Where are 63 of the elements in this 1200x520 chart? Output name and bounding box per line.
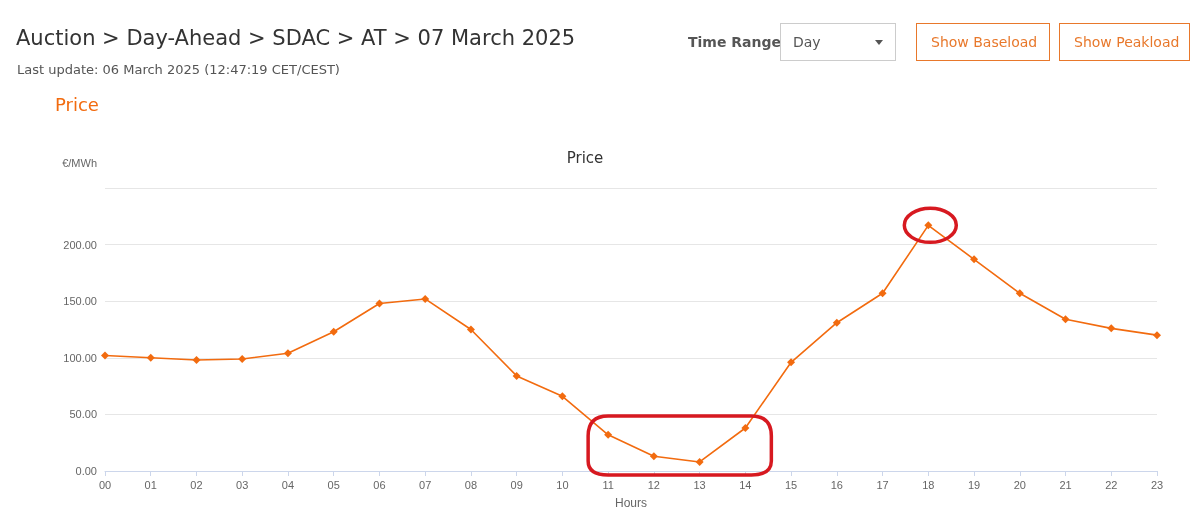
x-tick-label: 11 xyxy=(602,478,614,491)
y-axis-title: €/MWh xyxy=(62,156,97,169)
point xyxy=(970,255,979,264)
x-axis-title: Hours xyxy=(614,496,648,510)
x-tick-label: 20 xyxy=(1013,478,1026,491)
point xyxy=(101,351,109,360)
point xyxy=(649,452,658,461)
chart-subtitle: Last update: 06 March 2025 (12:47:19 CET/CEST) xyxy=(17,62,340,77)
point xyxy=(695,457,704,466)
point xyxy=(1153,331,1161,340)
text: Show Baseload xyxy=(916,23,1050,61)
point xyxy=(466,325,475,334)
x-tick-label: 03 xyxy=(236,478,249,491)
point xyxy=(604,430,613,439)
x-tick-label: 22 xyxy=(1105,478,1118,491)
x-tick-label: 17 xyxy=(876,478,889,491)
point xyxy=(741,423,750,432)
y-tick-label: 100.00 xyxy=(63,351,97,364)
point xyxy=(1061,315,1070,324)
point xyxy=(238,354,247,363)
point xyxy=(787,358,796,367)
x-tick-label: 23 xyxy=(1150,478,1164,491)
point xyxy=(146,353,155,362)
point xyxy=(329,327,338,336)
x-tick-label: 12 xyxy=(647,478,660,491)
point xyxy=(878,289,887,298)
point xyxy=(192,356,201,365)
x-tick-label: 07 xyxy=(419,478,432,491)
x-tick-label: 06 xyxy=(373,478,386,491)
point xyxy=(375,299,384,308)
point xyxy=(924,221,933,230)
x-tick-label: 04 xyxy=(281,478,295,491)
x-tick-label: 02 xyxy=(190,478,203,491)
x-tick-label: 10 xyxy=(556,478,569,491)
x-tick-label: 16 xyxy=(830,478,843,491)
y-tick-label: 50.00 xyxy=(69,408,97,421)
point xyxy=(1107,324,1116,333)
point xyxy=(1015,289,1024,298)
y-tick-label: 150.00 xyxy=(63,295,97,308)
text: Time Range xyxy=(688,34,782,50)
chart-title: Auction > Day-Ahead > SDAC > AT > 07 March 2025 xyxy=(16,26,576,50)
text: Day xyxy=(793,34,821,50)
point xyxy=(558,392,567,401)
x-tick-label: 01 xyxy=(144,478,157,491)
point xyxy=(421,294,430,303)
x-tick-label: 05 xyxy=(327,478,340,491)
y-tick-label: 0.00 xyxy=(75,465,97,477)
x-tick-label: 19 xyxy=(967,478,981,491)
text: Show Peakload xyxy=(1059,23,1190,61)
y-tick-label: 200.00 xyxy=(63,238,97,251)
x-tick-label: 21 xyxy=(1059,478,1072,491)
x-tick-label: 08 xyxy=(464,478,478,491)
point xyxy=(512,371,521,380)
text: Price xyxy=(566,148,604,167)
point xyxy=(832,318,841,327)
x-tick-label: 15 xyxy=(784,478,798,491)
x-tick-label: 13 xyxy=(693,478,706,491)
point xyxy=(283,349,292,358)
x-tick-label: 00 xyxy=(98,478,112,491)
x-tick-label: 18 xyxy=(922,478,935,491)
x-tick-label: 14 xyxy=(739,478,752,491)
x-tick-label: 09 xyxy=(510,478,523,491)
text: Price xyxy=(55,94,99,115)
